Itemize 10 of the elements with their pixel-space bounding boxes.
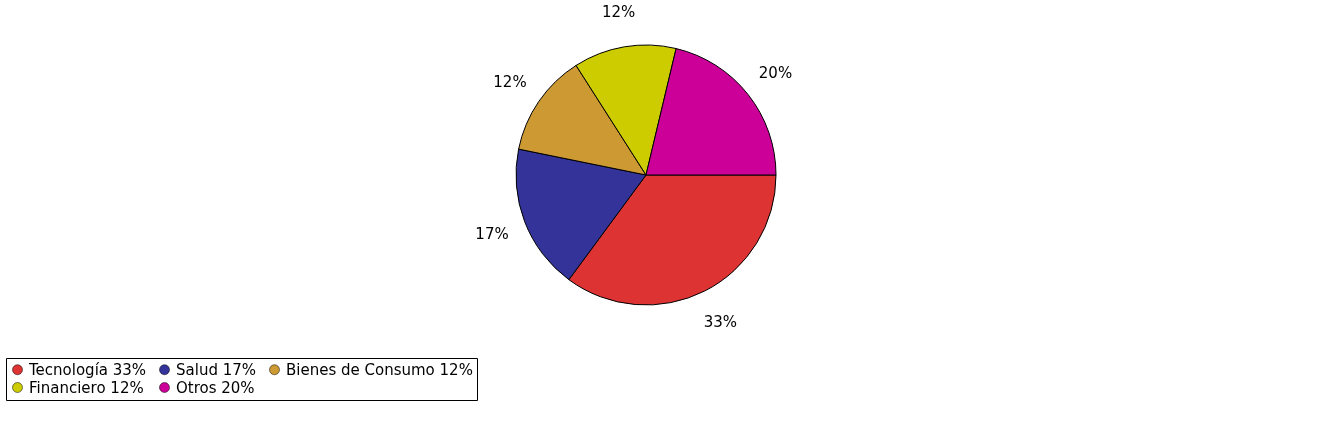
legend-label: Salud 17% <box>176 360 257 379</box>
legend-label: Tecnología 33% <box>28 360 147 379</box>
data-label: 33% <box>703 313 738 332</box>
data-label: 12% <box>493 72 527 91</box>
legend-label: Bienes de Consumo 12% <box>286 360 473 379</box>
data-label: 17% <box>475 225 509 244</box>
data-label: 20% <box>758 63 793 82</box>
data-label: 12% <box>601 3 636 22</box>
legend-label: Otros 20% <box>176 378 255 397</box>
legend-label: Financiero 12% <box>29 378 144 397</box>
